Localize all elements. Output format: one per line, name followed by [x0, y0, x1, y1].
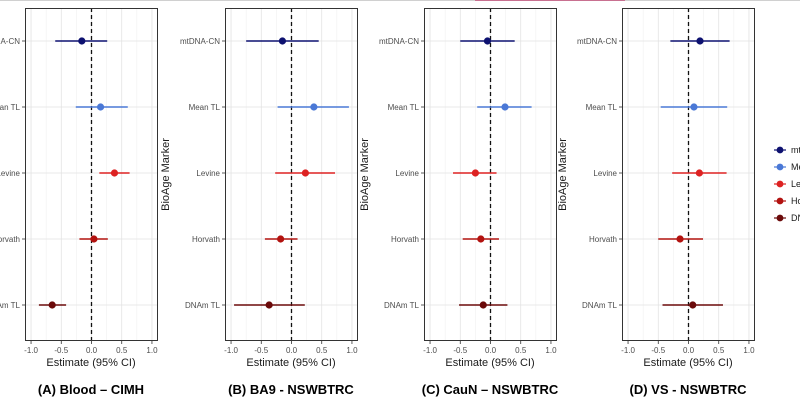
panel-c-point-dnam-tl: [479, 301, 487, 309]
panel-d-point-levine: [695, 169, 703, 177]
legend-label-mean-tl: Me: [791, 162, 800, 172]
panel-a-x-tick-label: -0.5: [54, 346, 68, 355]
panel-a-point-mtdna-cn: [78, 37, 86, 45]
panel-a-y-tick-label-levine: Levine: [0, 169, 21, 178]
legend-swatch-mtdna-cn: [776, 146, 784, 154]
panel-d-plot: -1.0 -0.5 0.0 0.5 1.0 mtDNA-CN Mean TL Levine Ho…: [577, 8, 755, 355]
panel-b-y-label: BioAge Marker: [160, 138, 172, 211]
panel-a-x-tick-label: 0.0: [86, 346, 98, 355]
panel-c-y-tick-label-mtdna-cn: mtDNA-CN: [379, 37, 419, 46]
panel-c: -1.0 -0.5 0.0 0.5 1.0 mtDNA-CN Mean TL Levine Ho…: [359, 8, 559, 397]
panel-a-x-tick-label: 0.5: [116, 346, 128, 355]
panel-b-x-label: Estimate (95% CI): [246, 357, 335, 369]
panel-c-y-tick-label-horvath: Horvath: [391, 235, 419, 244]
panel-d-x-tick-label: 0.0: [683, 346, 695, 355]
panel-d: -1.0 -0.5 0.0 0.5 1.0 mtDNA-CN Mean TL Levine Ho…: [557, 8, 755, 397]
panel-d-point-mean-tl: [690, 103, 698, 111]
panel-b-point-dnam-tl: [265, 301, 273, 309]
panel-c-x-tick-label: -0.5: [453, 346, 467, 355]
panel-b-y-tick-label-levine: Levine: [196, 169, 220, 178]
panel-d-point-horvath: [676, 235, 684, 243]
panel-d-point-mtdna-cn: [696, 37, 704, 45]
panel-b-x-tick-label: -1.0: [224, 346, 238, 355]
panel-d-y-tick-label-horvath: Horvath: [589, 235, 617, 244]
panel-a: -1.0 -0.5 0.0 0.5 1.0 A-CN Mean TL Levine Horvat…: [0, 8, 158, 397]
panel-b-point-mean-tl: [310, 103, 318, 111]
panel-b-x-tick-label: 0.5: [316, 346, 328, 355]
panel-c-x-label: Estimate (95% CI): [445, 357, 534, 369]
panel-a-y-tick-label-horvath: Horvath: [0, 235, 20, 244]
panel-b-x-tick-label: 1.0: [346, 346, 358, 355]
panel-a-plot: -1.0 -0.5 0.0 0.5 1.0 A-CN Mean TL Levine Horvat…: [0, 8, 158, 355]
panel-c-x-tick-label: 1.0: [545, 346, 557, 355]
panel-c-y-tick-label-levine: Levine: [395, 169, 419, 178]
panel-d-y-tick-label-mean-tl: Mean TL: [586, 103, 618, 112]
panel-a-caption: (A) Blood – CIMH: [38, 382, 144, 397]
panel-d-x-tick-label: 0.5: [713, 346, 725, 355]
legend-label-mtdna-cn: mt: [791, 145, 800, 155]
panel-d-caption: (D) VS - NSWBTRC: [630, 382, 748, 397]
panel-c-point-mean-tl: [501, 103, 509, 111]
panel-c-border: [424, 8, 557, 341]
legend-swatch-levine: [776, 180, 784, 188]
panel-b-border: [225, 8, 358, 341]
panel-b: -1.0 -0.5 0.0 0.5 1.0 mtDNA-CN Mean TL Levine Ho…: [160, 8, 358, 397]
legend-label-dnam-tl: DN: [791, 213, 800, 223]
panel-c-point-mtdna-cn: [483, 37, 492, 45]
panel-b-point-levine: [301, 169, 310, 177]
panel-d-y-tick-label-dnam-tl: DNAm TL: [582, 301, 618, 310]
panel-a-point-levine: [110, 169, 119, 177]
panel-b-x-tick-label: -0.5: [254, 346, 268, 355]
panel-b-y-tick-label-mean-tl: Mean TL: [189, 103, 221, 112]
panel-b-y-tick-label-mtdna-cn: mtDNA-CN: [180, 37, 220, 46]
panel-b-y-tick-label-dnam-tl: DNAm TL: [185, 301, 221, 310]
panel-a-point-dnam-tl: [48, 301, 56, 309]
panel-c-y-tick-label-dnam-tl: DNAm TL: [384, 301, 420, 310]
panel-b-point-horvath: [277, 235, 285, 243]
panel-a-point-horvath: [90, 235, 98, 243]
panel-d-y-tick-label-mtdna-cn: mtDNA-CN: [577, 37, 617, 46]
panel-c-plot: -1.0 -0.5 0.0 0.5 1.0 mtDNA-CN Mean TL Levine Ho…: [379, 8, 557, 355]
legend: mt Me Le Ho DN: [774, 145, 800, 223]
panel-c-x-tick-label: -1.0: [423, 346, 437, 355]
panel-a-y-tick-label-mean-tl: Mean TL: [0, 103, 21, 112]
panel-d-border: [622, 8, 755, 341]
panel-d-x-tick-label: -1.0: [621, 346, 635, 355]
legend-swatch-dnam-tl: [776, 214, 784, 222]
panel-d-point-dnam-tl: [689, 301, 697, 309]
panel-d-x-tick-label: 1.0: [743, 346, 755, 355]
panel-c-y-tick-label-mean-tl: Mean TL: [388, 103, 420, 112]
panel-c-y-label: BioAge Marker: [359, 138, 371, 211]
panel-a-y-tick-label-mtdna-cn: A-CN: [0, 37, 20, 46]
panel-a-point-mean-tl: [96, 103, 105, 111]
panel-b-plot: -1.0 -0.5 0.0 0.5 1.0 mtDNA-CN Mean TL Levine Ho…: [180, 8, 358, 355]
panel-d-y-tick-label-levine: Levine: [593, 169, 617, 178]
panel-d-x-tick-label: -0.5: [651, 346, 665, 355]
panel-a-x-tick-label: 1.0: [146, 346, 158, 355]
panel-b-caption: (B) BA9 - NSWBTRC: [228, 382, 354, 397]
panel-a-x-label: Estimate (95% CI): [46, 357, 135, 369]
panel-a-y-tick-label-dnam-tl: DNAm TL: [0, 301, 21, 310]
legend-label-levine: Le: [791, 179, 800, 189]
panel-c-point-levine: [471, 169, 479, 177]
panel-b-point-mtdna-cn: [278, 37, 287, 45]
panel-c-caption: (C) CauN – NSWBTRC: [422, 382, 559, 397]
panel-d-y-label: BioAge Marker: [557, 138, 569, 211]
legend-label-horvath: Ho: [791, 196, 800, 206]
legend-swatch-horvath: [776, 197, 784, 205]
panel-b-x-tick-label: 0.0: [286, 346, 298, 355]
panel-b-y-tick-label-horvath: Horvath: [192, 235, 220, 244]
panel-d-x-label: Estimate (95% CI): [643, 357, 732, 369]
panel-a-border: [25, 8, 158, 341]
panel-a-x-tick-label: -1.0: [24, 346, 38, 355]
legend-swatch-mean-tl: [776, 163, 784, 171]
panel-c-x-tick-label: 0.0: [485, 346, 497, 355]
panel-c-point-horvath: [477, 235, 485, 243]
panel-c-x-tick-label: 0.5: [515, 346, 527, 355]
